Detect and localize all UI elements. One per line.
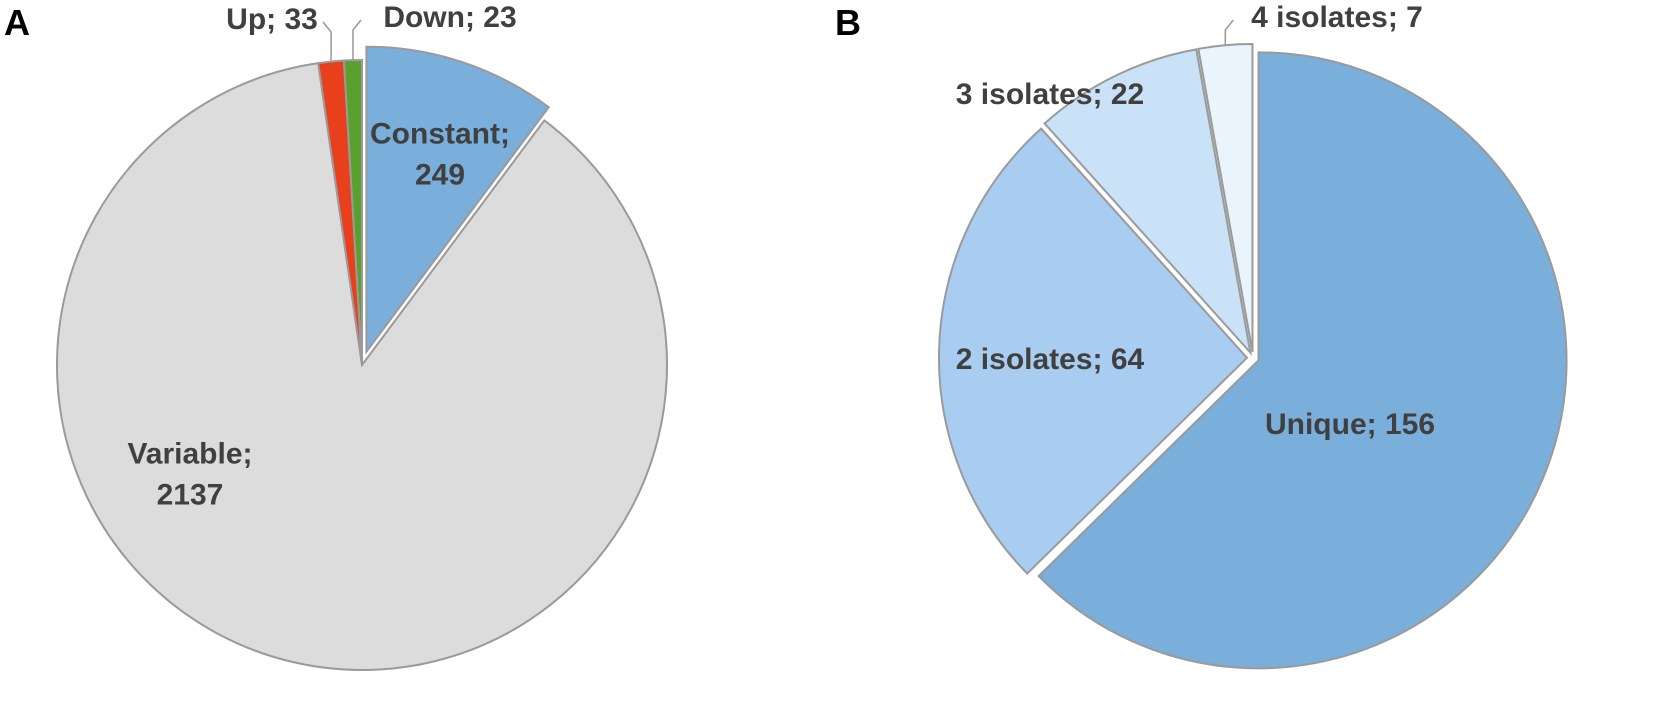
- pie-slice: [1037, 51, 1568, 670]
- slice-label: Constant; 249: [370, 117, 510, 192]
- slice-label: Variable; 2137: [127, 437, 253, 512]
- slice-label: 3 isolates; 22: [955, 77, 1145, 111]
- panel-label: B: [835, 2, 861, 43]
- leader-line: [1224, 19, 1234, 46]
- leader-line: [322, 21, 332, 62]
- leader-line: [352, 19, 362, 61]
- pie-slice: [1043, 48, 1252, 356]
- slice-label: Down; 23: [383, 0, 517, 34]
- pie-slice: [1197, 43, 1254, 353]
- slice-label: 4 isolates; 7: [1251, 0, 1423, 34]
- pie-slice: [56, 62, 668, 671]
- slice-label: Unique; 156: [1264, 407, 1436, 441]
- pie-slice: [938, 127, 1249, 575]
- slice-label: Up; 33: [226, 2, 318, 36]
- panel-label: A: [4, 2, 30, 43]
- slice-label: 2 isolates; 64: [955, 342, 1145, 376]
- pie-slice: [365, 45, 551, 355]
